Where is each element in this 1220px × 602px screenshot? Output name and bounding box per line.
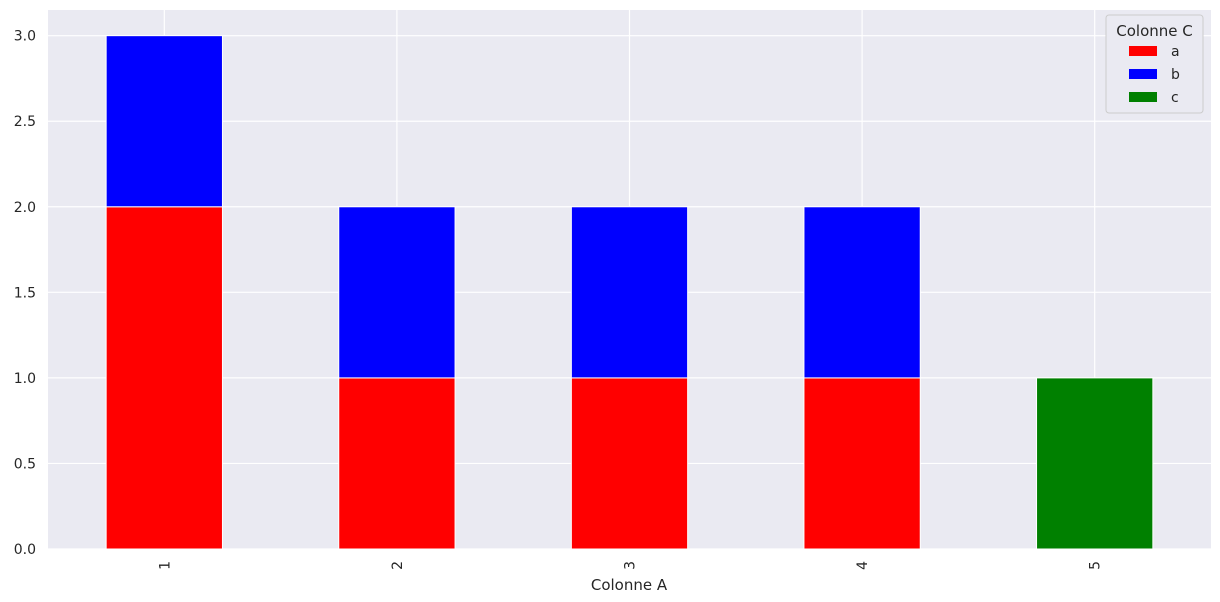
legend-swatch-c [1129, 92, 1157, 102]
legend-swatch-b [1129, 69, 1157, 79]
legend: Colonne C abc [1105, 14, 1204, 114]
x-tick-labels: 1 2 3 4 5 [157, 561, 1103, 570]
legend-label-b: b [1171, 67, 1180, 83]
bars [105, 35, 1154, 550]
legend-items: abc [1129, 44, 1180, 106]
x-tick-label: 3 [623, 561, 639, 570]
bar-a-1 [105, 206, 223, 550]
bar-c-5 [1036, 377, 1154, 550]
bar-b-3 [570, 206, 689, 379]
legend-label-a: a [1171, 44, 1180, 60]
y-tick-label: 2.0 [14, 200, 36, 216]
x-tick-label: 2 [390, 561, 406, 570]
y-tick-label: 3.0 [14, 29, 36, 45]
y-tick-labels: 0.0 0.5 1.0 1.5 2.0 2.5 3.0 [14, 29, 36, 558]
x-tick-label: 4 [855, 561, 871, 570]
legend-swatch-a [1129, 46, 1157, 56]
y-tick-label: 0.5 [14, 456, 36, 472]
legend-title: Colonne C [1116, 22, 1192, 40]
y-tick-label: 1.5 [14, 285, 36, 301]
x-axis-label: Colonne A [591, 576, 668, 594]
bar-b-1 [105, 35, 223, 208]
bar-a-3 [570, 377, 689, 550]
legend-label-c: c [1171, 90, 1179, 106]
legend-frame [1105, 14, 1204, 114]
bar-a-4 [803, 377, 921, 550]
y-tick-label: 1.0 [14, 371, 36, 387]
bar-b-2 [338, 206, 456, 379]
x-tick-label: 5 [1088, 561, 1104, 570]
x-tick-label: 1 [157, 561, 173, 570]
bar-a-2 [338, 377, 456, 550]
y-tick-label: 0.0 [14, 542, 36, 558]
bar-b-4 [803, 206, 921, 379]
y-tick-label: 2.5 [14, 114, 36, 130]
